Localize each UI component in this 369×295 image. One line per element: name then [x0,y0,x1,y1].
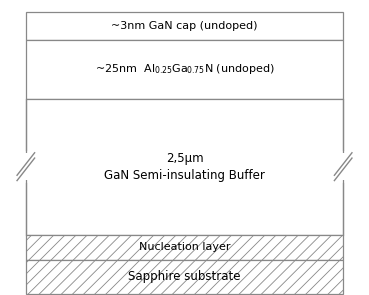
Bar [26,235,343,260]
Bar [26,99,343,235]
Bar [26,12,343,40]
Text: ~3nm GaN cap (undoped): ~3nm GaN cap (undoped) [111,21,258,31]
Text: Nucleation layer: Nucleation layer [139,242,230,252]
Bar [15,153,37,180]
Text: 2,5μm
GaN Semi-insulating Buffer: 2,5μm GaN Semi-insulating Buffer [104,152,265,182]
Bar [26,260,343,294]
Text: Sapphire substrate: Sapphire substrate [128,270,241,283]
Bar [26,40,343,99]
Text: ~25nm  $\mathrm{Al_{0.25}Ga_{0.75}N}$ (undoped): ~25nm $\mathrm{Al_{0.25}Ga_{0.75}N}$ (un… [95,62,274,76]
Bar [332,153,354,180]
